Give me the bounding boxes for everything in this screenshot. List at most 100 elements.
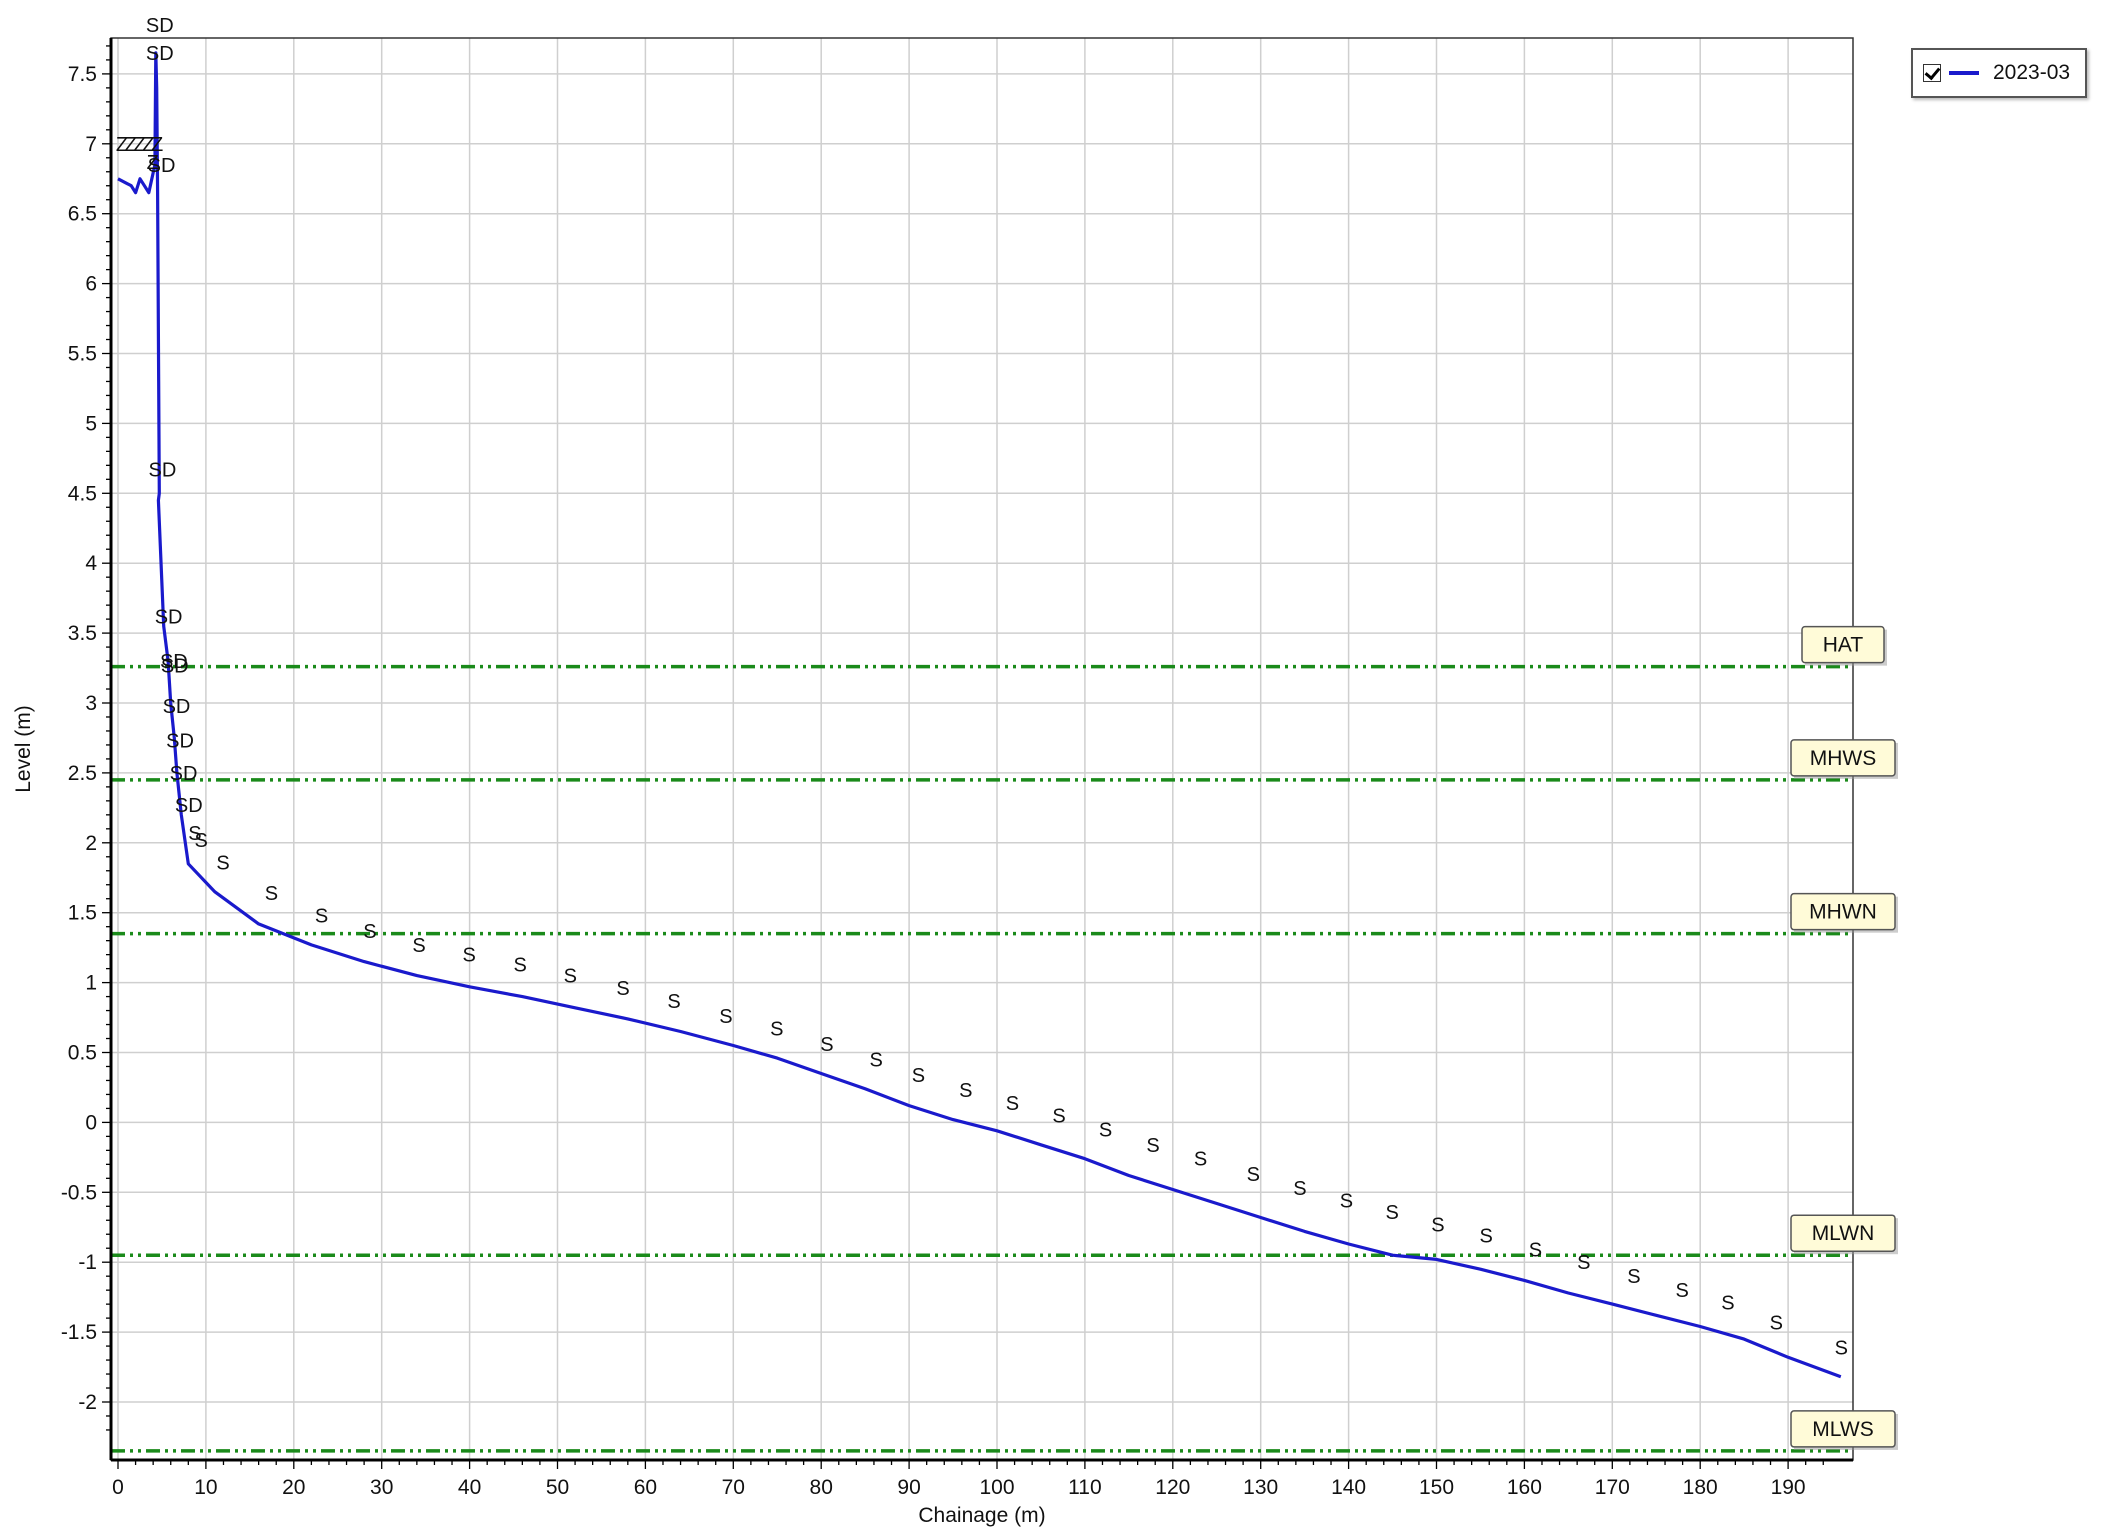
series-layer: [117, 51, 1842, 1379]
y-tick-label: -0.5: [61, 1181, 97, 1204]
x-tick-label: 180: [1683, 1476, 1718, 1499]
feature-code-label: S: [463, 945, 476, 967]
feature-code-label: S: [1627, 1266, 1640, 1288]
y-tick-label: 0.5: [68, 1042, 97, 1065]
y-tick-label: 3: [85, 692, 97, 715]
feature-code-label: S: [1146, 1135, 1159, 1157]
feature-code-label: S: [1721, 1293, 1734, 1315]
x-tick-label: 160: [1507, 1476, 1542, 1499]
tide-label-mlwn: MLWN: [1812, 1222, 1875, 1245]
feature-code-label: S: [1770, 1312, 1783, 1334]
x-tick-label: 10: [194, 1476, 217, 1499]
feature-code-label: S: [667, 991, 680, 1013]
feature-code-label: S: [1052, 1105, 1065, 1127]
x-tick-label: 140: [1331, 1476, 1366, 1499]
feature-code-label: SD: [146, 43, 174, 65]
feature-code-label: SD: [155, 606, 183, 628]
feature-code-label: S: [1247, 1164, 1260, 1186]
tide-label-mhwn: MHWN: [1809, 901, 1877, 924]
feature-code-label: S: [1340, 1191, 1353, 1213]
feature-code-label: S: [514, 954, 527, 976]
feature-code-label: S: [412, 935, 425, 957]
y-tick-label: -1: [78, 1251, 97, 1274]
feature-code-label: SD: [166, 731, 194, 753]
y-tick-label: 1.5: [68, 902, 97, 925]
tide-label-mlws: MLWS: [1812, 1418, 1873, 1441]
feature-code-label: S: [959, 1080, 972, 1102]
feature-code-label: S: [1099, 1119, 1112, 1141]
feature-code-label: S: [820, 1034, 833, 1056]
y-tick-label: 7.5: [68, 63, 97, 86]
feature-code-label: S: [194, 830, 207, 852]
tide-label-box: [1801, 625, 1885, 664]
legend-swatch: [1949, 71, 1979, 75]
feature-code-label: S: [1194, 1149, 1207, 1171]
x-tick-label: 70: [722, 1476, 745, 1499]
x-tick-label: 20: [282, 1476, 305, 1499]
feature-code-label: S: [616, 978, 629, 1000]
feature-code-label: S: [564, 966, 577, 988]
y-tick-label: 4: [85, 552, 97, 575]
y-tick-label: 6.5: [68, 203, 97, 226]
feature-code-label: S: [363, 921, 376, 943]
feature-code-label: Z: [116, 134, 128, 156]
y-tick-label: 3.5: [68, 622, 97, 645]
feature-code-label: SD: [163, 696, 191, 718]
feature-code-label: SD: [160, 651, 188, 673]
y-tick-label: 0: [85, 1111, 97, 1134]
tide-label-mhws: MHWS: [1810, 747, 1877, 770]
feature-code-label: Z: [133, 134, 145, 156]
x-tick-label: 40: [458, 1476, 481, 1499]
feature-code-label: S: [216, 852, 229, 874]
feature-code-label: Z: [125, 134, 137, 156]
tide-label-box: [1790, 1214, 1896, 1252]
y-tick-label: 7: [85, 133, 97, 156]
plot-background: [111, 38, 1853, 1460]
x-tick-label: 150: [1419, 1476, 1454, 1499]
feature-code-label: SD: [170, 763, 198, 785]
y-tick-label: 4.5: [68, 482, 97, 505]
feature-code-label: S: [1006, 1093, 1019, 1115]
x-tick-label: 110: [1068, 1476, 1101, 1499]
tide-label-box: [1790, 892, 1896, 931]
tide-label-box: [1790, 1410, 1896, 1448]
feature-code-label: S: [1480, 1226, 1493, 1248]
tide-labels: HAT MHWS MHWN MLWN MLWS: [1790, 625, 1898, 1450]
feature-code-label: SD: [146, 15, 174, 37]
feature-code-label: SD: [148, 155, 176, 177]
feature-code-label: S: [1577, 1252, 1590, 1274]
x-tick-label: 50: [546, 1476, 569, 1499]
feature-code-label: S: [1385, 1202, 1398, 1224]
legend-checkbox[interactable]: [1923, 64, 1941, 82]
y-tick-label: 2.5: [68, 762, 97, 785]
feature-code-label: S: [912, 1065, 925, 1087]
y-axis-title: Level (m): [12, 705, 35, 793]
feature-code-label: S: [1676, 1280, 1689, 1302]
x-axis-ticks: 0 10 20 30 40 50 60 70 80 90 100 110 120 130 140 150 160…: [112, 1460, 1824, 1499]
y-axis-ticks: -2 -1.5 -1 -0.5 0 0.5 1 1.5 2 2.5 3 3.5 4 4.5 5 5.5 6 6.5…: [61, 45, 111, 1431]
x-tick-label: 170: [1595, 1476, 1630, 1499]
tide-label-hat: HAT: [1823, 634, 1864, 657]
feature-code-label: S: [1529, 1240, 1542, 1262]
legend-label: 2023-03: [1993, 61, 2071, 84]
x-tick-label: 130: [1243, 1476, 1278, 1499]
feature-code-label: S: [265, 883, 278, 905]
y-tick-label: -1.5: [61, 1321, 97, 1344]
y-tick-label: 5.5: [68, 343, 97, 366]
y-tick-label: 1: [85, 972, 97, 995]
y-tick-label: 2: [85, 832, 97, 855]
series-line-2023-03: [117, 51, 1842, 1379]
feature-code-label: S: [1431, 1214, 1444, 1236]
feature-code-label: SD: [149, 460, 177, 482]
feature-code-label: SD: [175, 795, 203, 817]
x-tick-label: 0: [112, 1476, 124, 1499]
feature-code-label: S: [188, 823, 201, 845]
y-tick-label: 6: [85, 273, 97, 296]
y-tick-label: -2: [78, 1391, 97, 1414]
x-axis-title: Chainage (m): [918, 1504, 1045, 1527]
x-tick-label: 80: [810, 1476, 833, 1499]
reference-lines: [111, 664, 1853, 1453]
feature-code-label: S: [315, 905, 328, 927]
